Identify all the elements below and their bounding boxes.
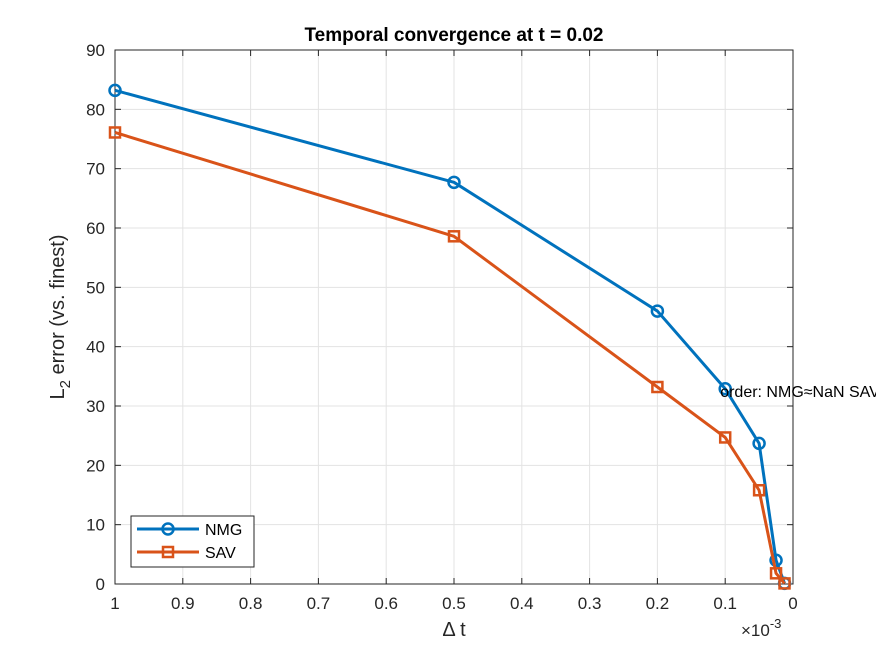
axes-box: [114, 49, 794, 585]
y-axis-label: L2 error (vs. finest): [47, 234, 74, 399]
y-tick-label: 0: [96, 575, 105, 594]
y-tick-label: 30: [86, 397, 105, 416]
y-tick-label: 50: [86, 278, 105, 297]
x-tick-label: 0: [788, 594, 797, 613]
x-tick-label: 0.5: [442, 594, 466, 613]
legend-label-sav: SAV: [205, 545, 236, 562]
data-point-nmg: [650, 304, 665, 318]
data-point-sav: [108, 126, 122, 139]
y-tick-label: 60: [86, 219, 105, 238]
data-point-nmg: [752, 436, 766, 451]
data-point-sav: [718, 431, 732, 444]
y-tick-label: 90: [86, 41, 105, 60]
y-tick-label: 70: [86, 160, 105, 179]
y-axis-label-subscript: 2: [57, 380, 74, 388]
data-point-nmg: [718, 382, 732, 396]
x-tick-label: 0.9: [171, 594, 195, 613]
x-tick-label: 0.8: [239, 594, 263, 613]
legend-box: [130, 515, 255, 568]
legend-marker-sav: [161, 545, 175, 559]
legend: NMG SAV: [130, 515, 255, 568]
x-tick-label: 0.1: [713, 594, 737, 613]
legend-marker-nmg: [161, 522, 175, 536]
y-axis-label-main: L: [47, 388, 69, 399]
data-point-sav: [651, 380, 664, 394]
data-point-sav: [752, 484, 766, 497]
data-point-nmg: [769, 553, 783, 568]
y-tick-label: 40: [86, 338, 105, 357]
x-tick-labels: 1 0.9 0.8 0.7 0.6 0.5 0.4 0.3 0.2 0.1 0: [110, 594, 797, 613]
x-tick-label: 0.7: [307, 594, 331, 613]
y-axis-label-rest: error (vs. finest): [47, 234, 69, 380]
x-tick-label: 0.3: [578, 594, 602, 613]
y-tick-labels: 0 10 20 30 40 50 60 70 80 90: [86, 41, 105, 594]
x-axis-exponent-power: -3: [770, 616, 782, 631]
data-point-nmg: [447, 175, 461, 190]
x-tick-label: 1: [110, 594, 119, 613]
x-axis-exponent: ×10-3: [741, 616, 781, 640]
y-tick-label: 20: [86, 456, 105, 475]
data-point-nmg: [108, 83, 122, 98]
data-point-sav: [447, 230, 461, 243]
x-tick-label: 0.4: [510, 594, 534, 613]
y-tick-label: 80: [86, 100, 105, 119]
axes: [114, 49, 794, 585]
series-line-nmg: [114, 88, 786, 584]
x-tick-label: 0.2: [646, 594, 670, 613]
chart-title: Temporal convergence at t = 0.02: [304, 25, 603, 46]
data-point-sav: [769, 567, 783, 580]
data-point-sav: [778, 577, 791, 590]
y-tick-label: 10: [86, 516, 105, 535]
series-layer: [108, 83, 792, 591]
legend-label-nmg: NMG: [205, 522, 242, 539]
x-tick-label: 0.6: [374, 594, 398, 613]
x-axis-exponent-base: ×10: [741, 621, 770, 640]
order-annotation: order: NMG≈NaN SAV≈NaN: [720, 384, 876, 401]
x-axis-label: Δ t: [442, 619, 466, 641]
series-line-sav: [114, 131, 786, 585]
